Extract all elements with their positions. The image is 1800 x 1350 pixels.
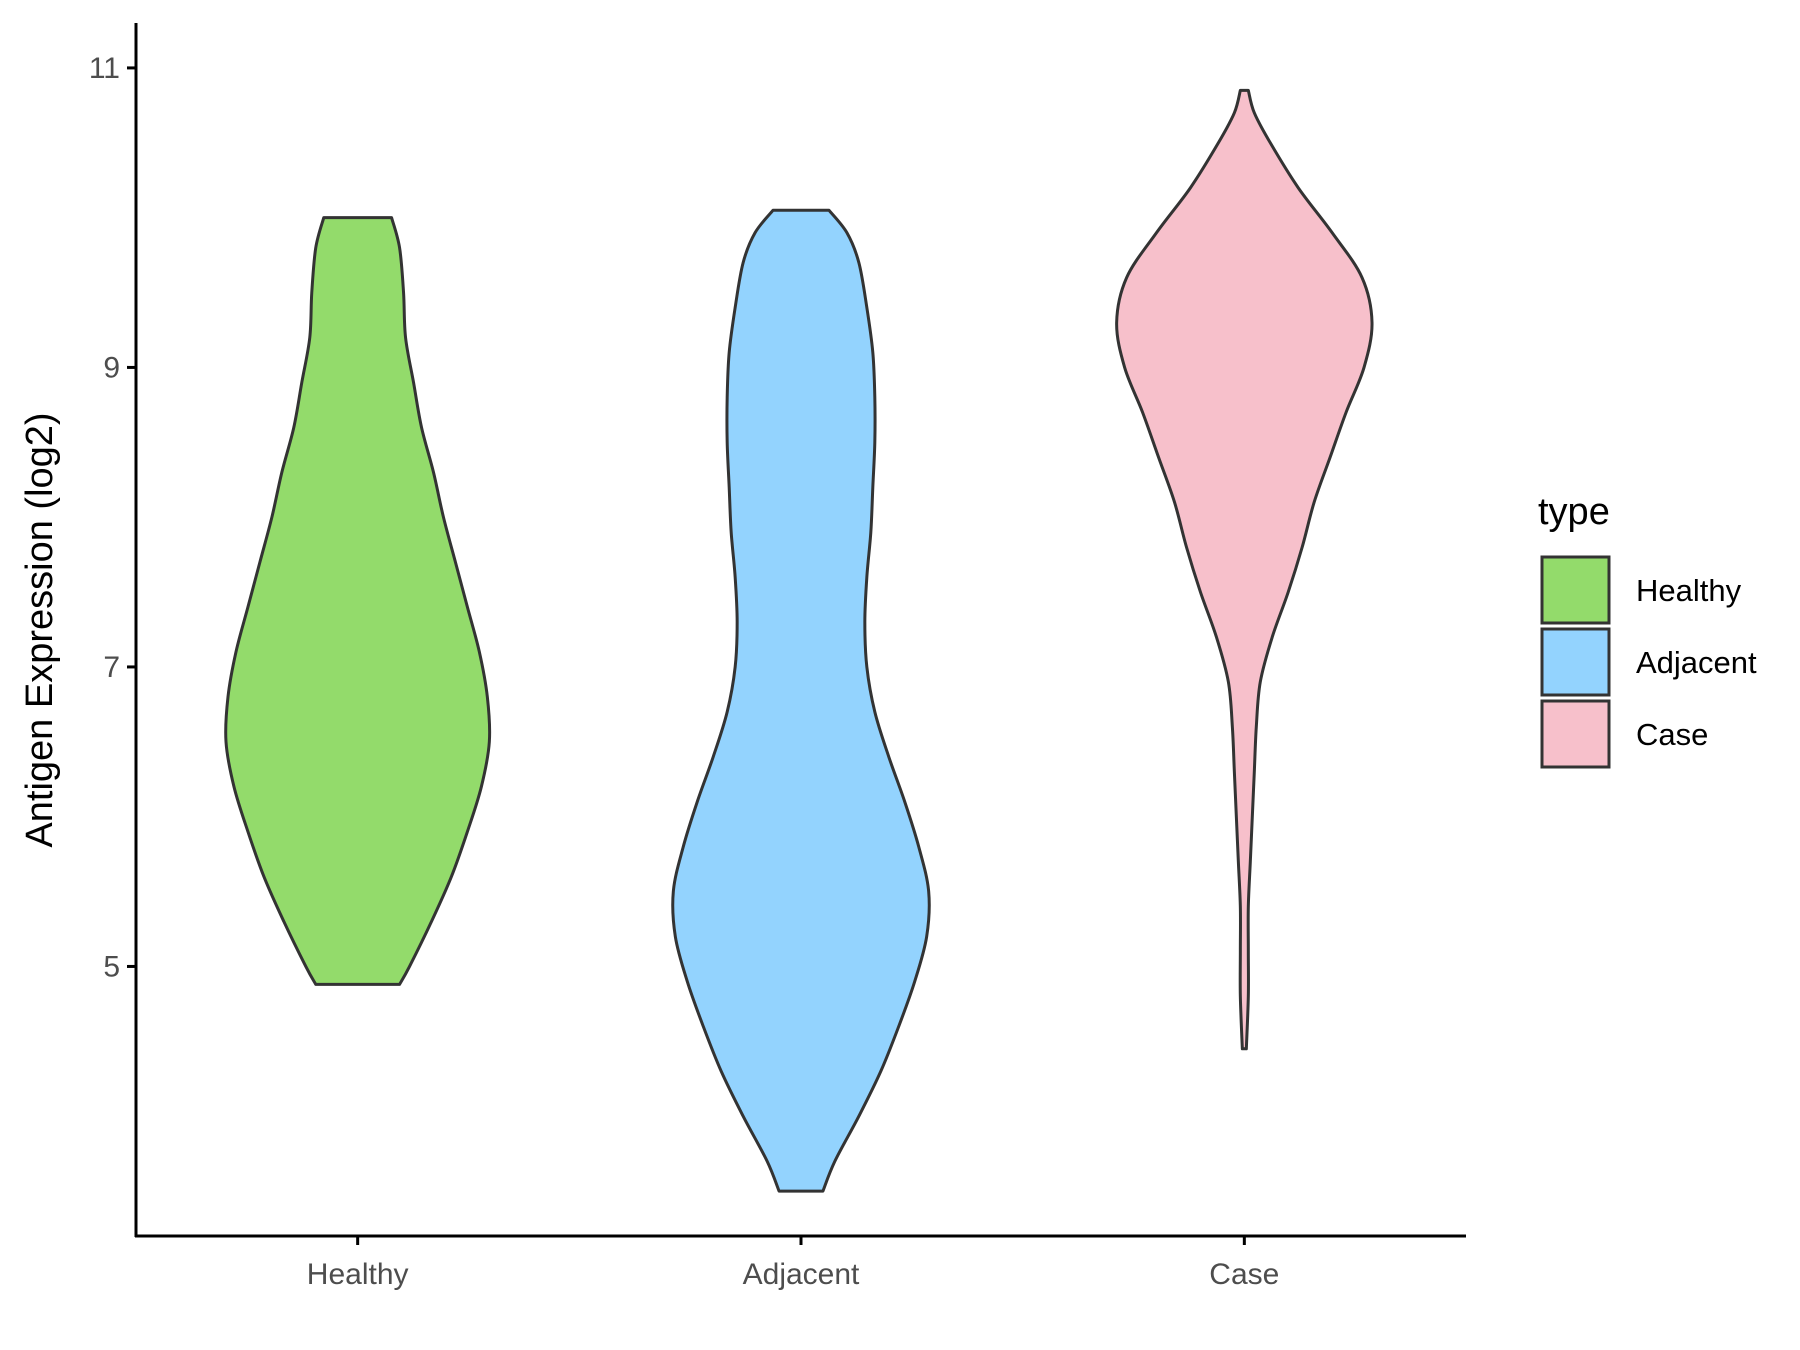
violin-adjacent: [671, 208, 931, 1193]
legend-label-healthy: Healthy: [1636, 573, 1742, 608]
x-tick-label: Adjacent: [743, 1258, 860, 1291]
violin-layer: [224, 88, 1374, 1193]
legend-swatch-adjacent: [1540, 627, 1611, 697]
y-tick-label: 11: [89, 52, 120, 85]
y-axis-label: Antigen Expression (log2): [19, 412, 61, 847]
x-axis-ticks: Healthy Adjacent Case: [307, 1236, 1279, 1291]
violin-case: [1115, 88, 1374, 1051]
legend-entries: Healthy Adjacent Case: [1540, 555, 1757, 769]
legend-swatch-case: [1540, 699, 1611, 769]
y-axis-ticks: 5 7 9 11: [89, 52, 136, 983]
legend-swatch-healthy: [1540, 555, 1611, 625]
violin-healthy: [224, 216, 492, 986]
legend: type Healthy Adjacent Case: [1538, 491, 1757, 769]
legend-label-case: Case: [1636, 717, 1708, 752]
x-tick-label: Healthy: [307, 1258, 409, 1291]
legend-title: type: [1538, 491, 1610, 533]
y-tick-label: 7: [103, 651, 120, 684]
y-tick-label: 5: [103, 950, 120, 983]
legend-label-adjacent: Adjacent: [1636, 645, 1757, 680]
y-tick-label: 9: [103, 351, 120, 384]
x-tick-label: Case: [1209, 1258, 1279, 1291]
